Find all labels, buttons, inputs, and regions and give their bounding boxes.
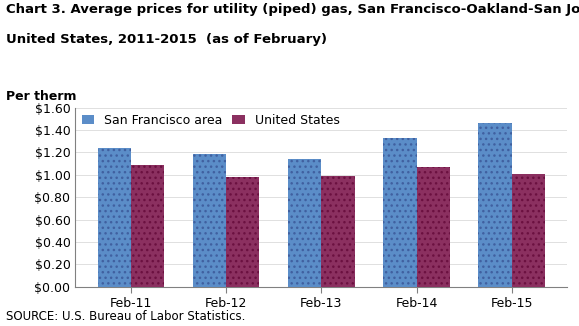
Bar xyxy=(321,176,355,287)
Legend: San Francisco area, United States: San Francisco area, United States xyxy=(82,114,340,127)
Bar xyxy=(131,165,164,287)
Bar xyxy=(288,159,321,287)
Bar xyxy=(226,177,259,287)
Bar xyxy=(416,167,450,287)
Bar xyxy=(478,123,512,287)
Text: United States, 2011-2015  (as of February): United States, 2011-2015 (as of February… xyxy=(6,33,327,46)
Bar xyxy=(383,138,416,287)
Bar xyxy=(512,174,545,287)
Bar xyxy=(193,154,226,287)
Text: Chart 3. Average prices for utility (piped) gas, San Francisco-Oakland-San Jose : Chart 3. Average prices for utility (pip… xyxy=(6,3,579,16)
Bar xyxy=(98,148,131,287)
Text: Per therm: Per therm xyxy=(6,90,76,103)
Text: SOURCE: U.S. Bureau of Labor Statistics.: SOURCE: U.S. Bureau of Labor Statistics. xyxy=(6,310,245,323)
